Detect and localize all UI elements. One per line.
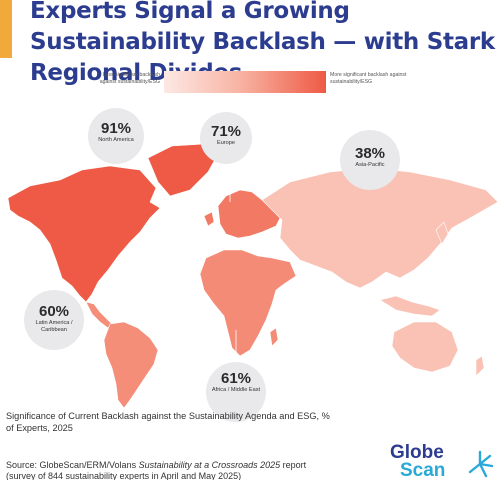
label-north-america: North America (98, 137, 134, 143)
color-legend: Less significant backlash against sustai… (98, 70, 408, 106)
value-north-america: 91% (100, 120, 132, 137)
source-suffix: report (survey of 844 sustainability exp… (6, 460, 307, 480)
value-asia-pacific: 38% (354, 145, 386, 162)
logo-text-scan: Scan (400, 460, 446, 480)
world-map (7, 143, 499, 409)
bubble-europe: 71% Europe (200, 112, 252, 164)
region-asia-pacific-islands (379, 295, 441, 317)
region-asia-pacific (261, 167, 499, 289)
region-asia-pacific-japan (435, 221, 449, 245)
region-asia-pacific-australia (391, 321, 459, 373)
globescan-logo: Globe Scan (386, 440, 504, 480)
bubble-africa-middle-east: 61% Africa / Middle East (206, 362, 266, 422)
source-report-title: Sustainability at a Crossroads 2025 (138, 460, 281, 470)
accent-bar (0, 0, 12, 58)
source-prefix: Source: GlobeScan/ERM/Volans (6, 460, 139, 470)
region-north-america (7, 165, 161, 303)
starburst-icon (468, 450, 494, 478)
legend-low-label: Less significant backlash against sustai… (99, 72, 160, 85)
value-europe: 71% (210, 123, 242, 140)
bubble-latin-america: 60% Latin America / Caribbean (24, 290, 84, 350)
logo-text-globe: Globe (390, 442, 444, 463)
legend-gradient-bar (164, 71, 326, 93)
region-europe-uk (203, 211, 215, 227)
label-asia-pacific: Asia-Pacific (355, 162, 385, 168)
region-north-america-greenland (147, 143, 219, 197)
label-latin-america: Latin America / Caribbean (35, 320, 73, 333)
label-europe: Europe (216, 140, 236, 146)
source-note: Source: GlobeScan/ERM/Volans Sustainabil… (6, 460, 336, 480)
region-south-america (103, 321, 159, 409)
value-latin-america: 60% (38, 303, 70, 320)
region-africa-madagascar (269, 327, 279, 347)
region-asia-pacific-nz (475, 355, 485, 377)
label-africa-middle-east: Africa / Middle East (211, 387, 261, 393)
chart-footnote: Significance of Current Backlash against… (6, 411, 330, 433)
bubble-north-america: 91% North America (88, 108, 144, 164)
region-africa-middle-east (199, 249, 297, 357)
value-africa-middle-east: 61% (220, 370, 252, 387)
bubble-asia-pacific: 38% Asia-Pacific (340, 130, 400, 190)
legend-high-label: More significant backlash against sustai… (330, 72, 407, 85)
region-central-america (85, 301, 113, 329)
